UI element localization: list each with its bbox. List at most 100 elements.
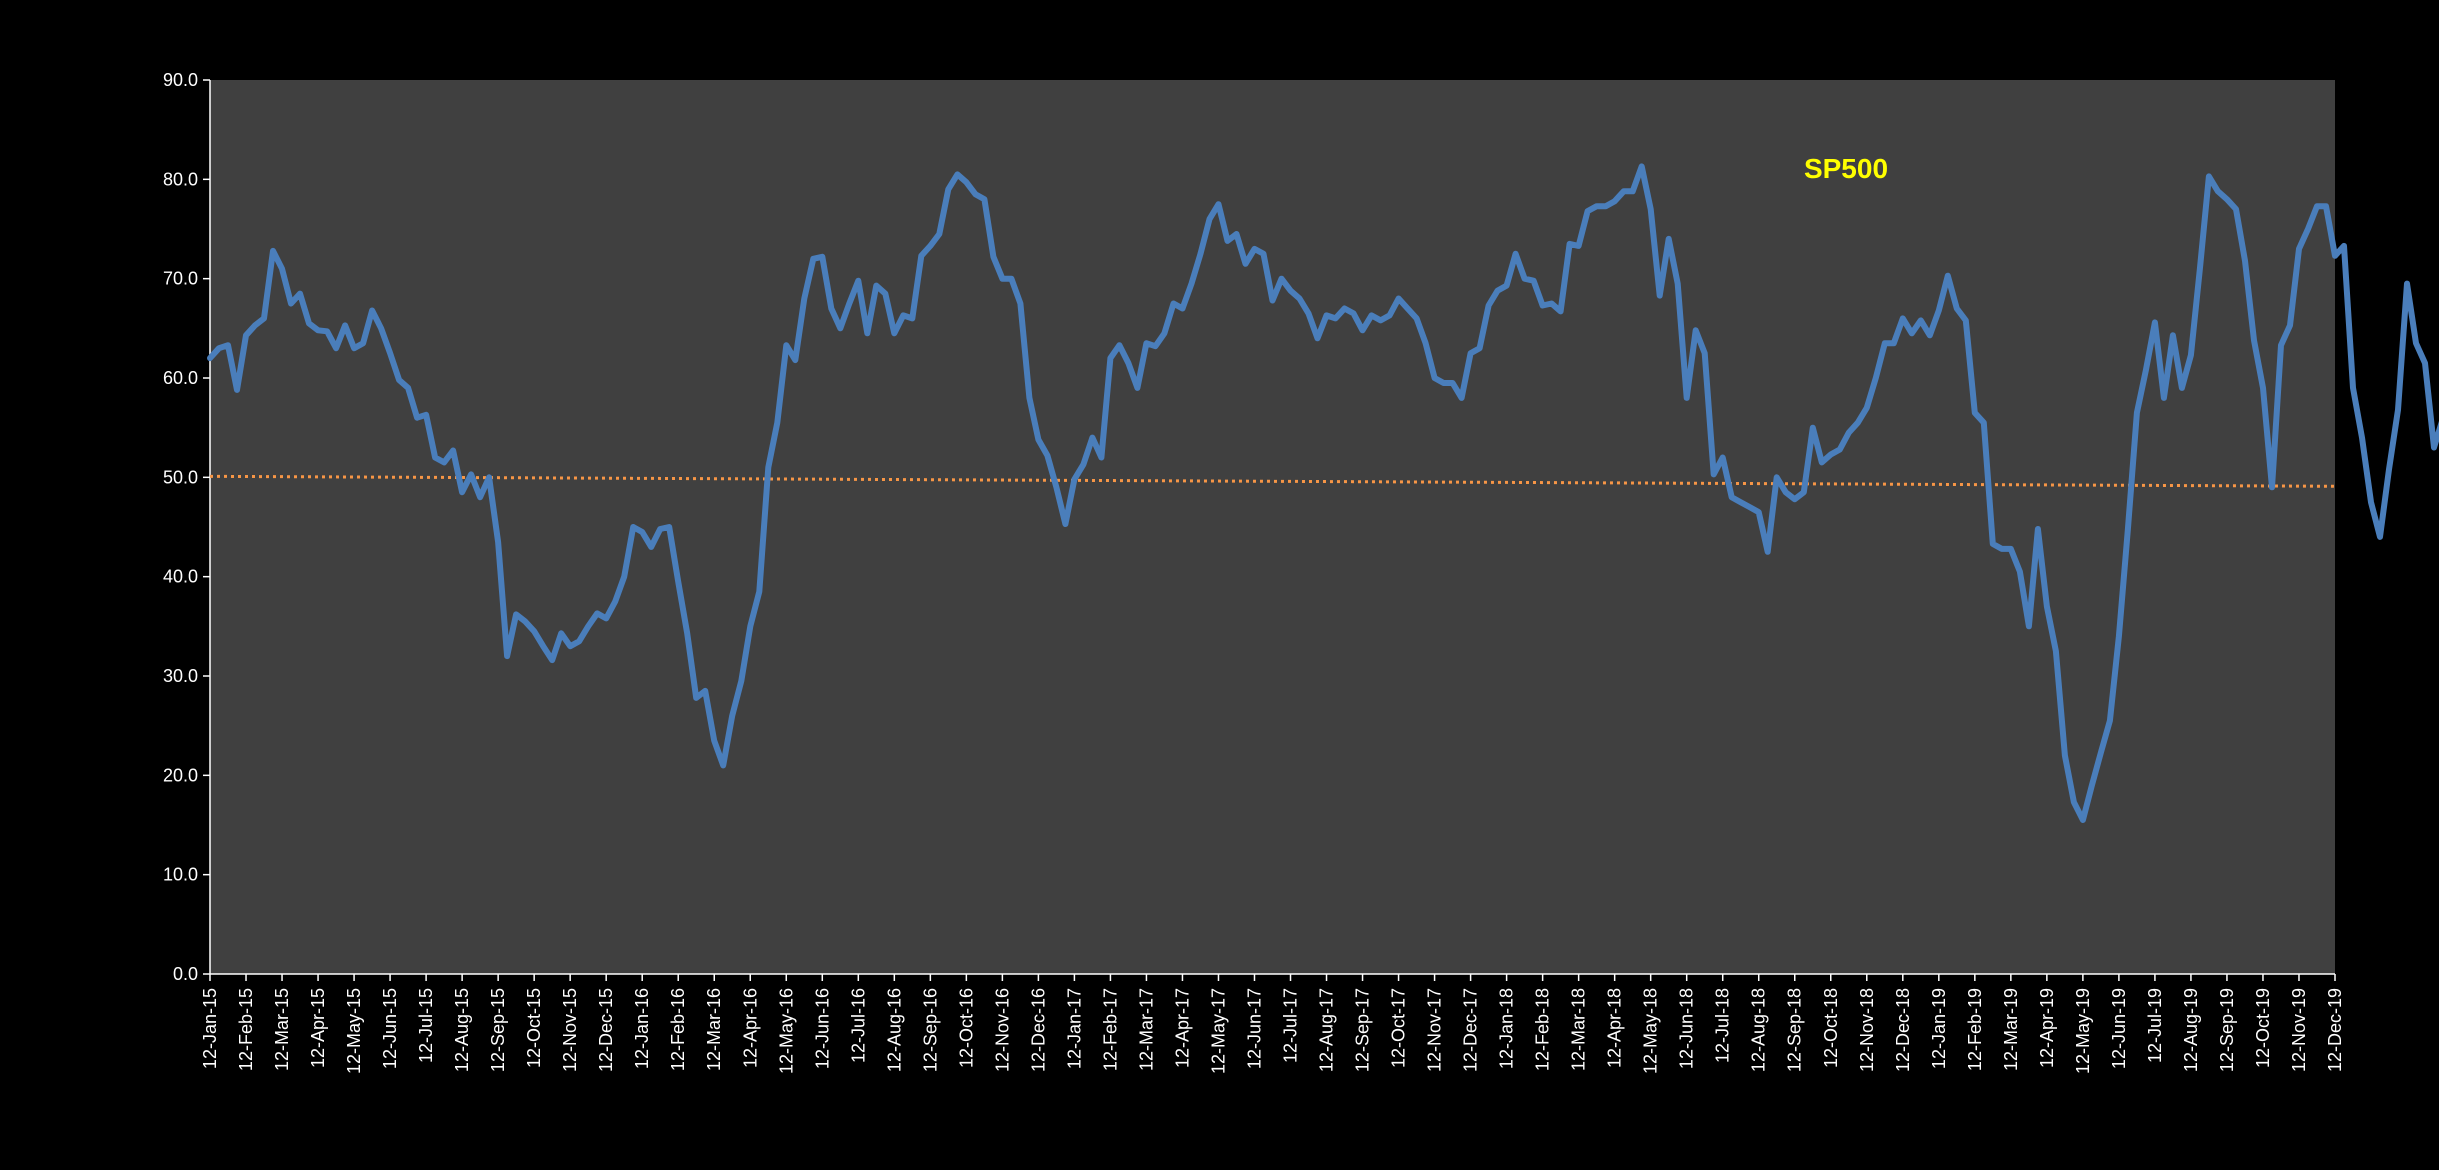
data-point bbox=[496, 539, 501, 544]
data-point bbox=[1990, 541, 1995, 546]
x-tick-label: 12-Dec-16 bbox=[1028, 988, 1048, 1072]
data-point bbox=[2053, 649, 2058, 654]
y-tick-label: 0.0 bbox=[173, 964, 198, 984]
data-point bbox=[2288, 323, 2293, 328]
data-point bbox=[1054, 485, 1059, 490]
x-tick-label: 12-Aug-15 bbox=[452, 988, 472, 1072]
data-point bbox=[1558, 309, 1563, 314]
data-point bbox=[2414, 341, 2419, 346]
data-point bbox=[1036, 437, 1041, 442]
data-point bbox=[343, 323, 348, 328]
data-point bbox=[1648, 207, 1653, 212]
x-tick-label: 12-Oct-19 bbox=[2253, 988, 2273, 1068]
plot-area bbox=[210, 80, 2335, 974]
data-point bbox=[1612, 199, 1617, 204]
x-tick-label: 12-Aug-19 bbox=[2181, 988, 2201, 1072]
x-tick-label: 12-Dec-17 bbox=[1461, 988, 1481, 1072]
y-tick-label: 40.0 bbox=[163, 567, 198, 587]
x-tick-label: 12-Aug-18 bbox=[1749, 988, 1769, 1072]
x-tick-label: 12-Nov-15 bbox=[560, 988, 580, 1072]
data-point bbox=[406, 385, 411, 390]
data-point bbox=[2026, 624, 2031, 629]
data-point bbox=[307, 321, 312, 326]
x-tick-label: 12-Jun-17 bbox=[1244, 988, 1264, 1069]
x-tick-label: 12-Mar-15 bbox=[272, 988, 292, 1071]
data-point bbox=[712, 738, 717, 743]
x-tick-label: 12-May-19 bbox=[2073, 988, 2093, 1074]
data-point bbox=[280, 266, 285, 271]
data-point bbox=[1360, 328, 1365, 333]
data-point bbox=[1963, 318, 1968, 323]
data-point bbox=[1720, 455, 1725, 460]
x-tick-label: 12-Aug-16 bbox=[884, 988, 904, 1072]
data-point bbox=[253, 323, 258, 328]
data-point bbox=[1126, 361, 1131, 366]
data-point bbox=[604, 616, 609, 621]
data-point bbox=[298, 291, 303, 296]
data-point bbox=[2351, 385, 2356, 390]
data-point bbox=[1045, 453, 1050, 458]
data-point bbox=[334, 346, 339, 351]
data-point bbox=[820, 254, 825, 259]
x-tick-label: 12-Nov-18 bbox=[1857, 988, 1877, 1072]
data-point bbox=[2044, 604, 2049, 609]
x-tick-label: 12-Jul-19 bbox=[2145, 988, 2165, 1063]
data-point bbox=[1684, 395, 1689, 400]
data-point bbox=[982, 197, 987, 202]
data-point bbox=[2333, 253, 2338, 258]
data-point bbox=[1441, 381, 1446, 386]
data-point bbox=[811, 256, 816, 261]
data-point bbox=[1792, 497, 1797, 502]
data-point bbox=[1009, 276, 1014, 281]
x-tick-label: 12-Oct-15 bbox=[524, 988, 544, 1068]
data-point bbox=[1081, 462, 1086, 467]
data-point bbox=[1288, 288, 1293, 293]
data-point bbox=[802, 296, 807, 301]
data-point bbox=[2432, 445, 2437, 450]
data-point bbox=[424, 412, 429, 417]
data-point bbox=[991, 254, 996, 259]
data-point bbox=[1369, 313, 1374, 318]
data-point bbox=[1117, 343, 1122, 348]
data-point bbox=[1396, 296, 1401, 301]
data-point bbox=[829, 306, 834, 311]
data-point bbox=[775, 420, 780, 425]
y-tick-label: 60.0 bbox=[163, 368, 198, 388]
x-tick-label: 12-Jul-18 bbox=[1713, 988, 1733, 1063]
data-point bbox=[2143, 368, 2148, 373]
data-point bbox=[1153, 344, 1158, 349]
data-point bbox=[2206, 174, 2211, 179]
data-point bbox=[487, 475, 492, 480]
data-point bbox=[1063, 522, 1068, 527]
data-point bbox=[1468, 351, 1473, 356]
data-point bbox=[325, 329, 330, 334]
data-point bbox=[370, 308, 375, 313]
data-point bbox=[244, 333, 249, 338]
data-point bbox=[1999, 546, 2004, 551]
data-point bbox=[1585, 209, 1590, 214]
data-point bbox=[1864, 405, 1869, 410]
x-tick-label: 12-Jul-16 bbox=[848, 988, 868, 1063]
x-tick-label: 12-Jun-15 bbox=[380, 988, 400, 1069]
data-point bbox=[1405, 306, 1410, 311]
data-point bbox=[2423, 361, 2428, 366]
x-tick-label: 12-Nov-17 bbox=[1425, 988, 1445, 1072]
data-point bbox=[1900, 316, 1905, 321]
data-point bbox=[1189, 281, 1194, 286]
data-point bbox=[1216, 202, 1221, 207]
data-point bbox=[2279, 343, 2284, 348]
data-point bbox=[1603, 204, 1608, 209]
data-point bbox=[352, 346, 357, 351]
data-point bbox=[1522, 276, 1527, 281]
data-point bbox=[2396, 407, 2401, 412]
data-point bbox=[955, 172, 960, 177]
x-tick-label: 12-Dec-18 bbox=[1893, 988, 1913, 1072]
x-tick-label: 12-Nov-19 bbox=[2289, 988, 2309, 1072]
data-point bbox=[2134, 410, 2139, 415]
x-tick-label: 12-May-18 bbox=[1641, 988, 1661, 1074]
data-point bbox=[2324, 204, 2329, 209]
data-point bbox=[262, 316, 267, 321]
data-point bbox=[1342, 306, 1347, 311]
data-point bbox=[1657, 293, 1662, 298]
